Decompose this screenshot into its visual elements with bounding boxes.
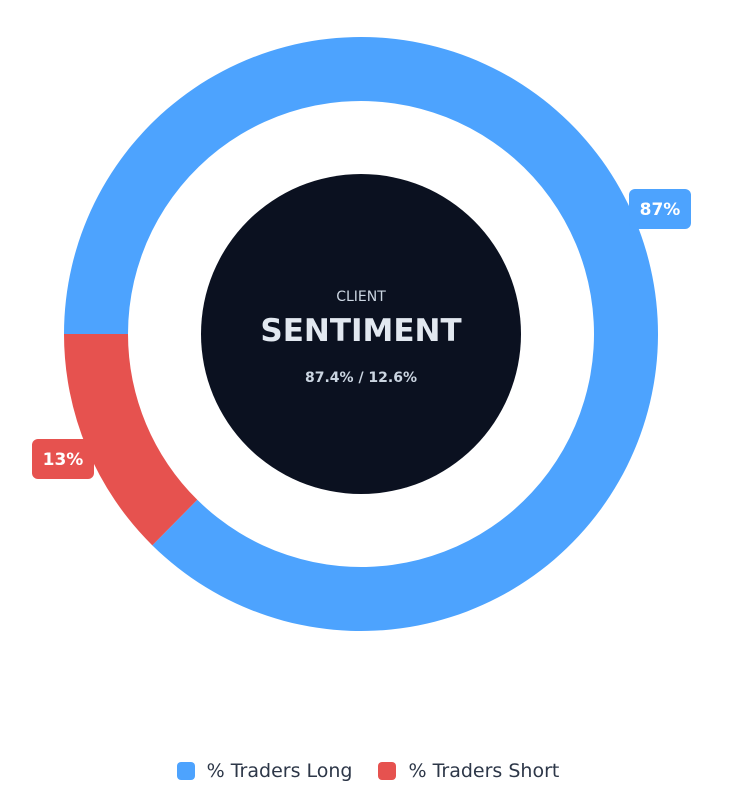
legend-item-long[interactable]: % Traders Long <box>176 760 353 782</box>
data-label-short: 13% <box>32 439 94 479</box>
data-label-text: 13% <box>43 450 84 470</box>
data-label-text: 87% <box>640 200 681 220</box>
legend-swatch-short <box>378 762 397 780</box>
legend-label-short: % Traders Short <box>408 760 560 782</box>
center-kicker: CLIENT <box>336 289 386 305</box>
slice-short[interactable] <box>63 334 198 546</box>
sentiment-donut-chart: CLIENT SENTIMENT 87.4% / 12.6% 87% 13% <box>32 36 691 631</box>
donut-slices <box>63 36 658 631</box>
center-title: SENTIMENT <box>260 313 461 349</box>
center-subtitle: 87.4% / 12.6% <box>305 370 417 386</box>
data-labels: 87% 13% <box>32 189 691 479</box>
data-label-long: 87% <box>629 189 691 229</box>
legend-item-short[interactable]: % Traders Short <box>378 760 559 782</box>
center-disc <box>201 174 521 494</box>
data-label-box <box>629 189 691 229</box>
legend-label-long: % Traders Long <box>206 760 353 782</box>
legend-swatch-long <box>176 762 195 780</box>
legend: % Traders Long % Traders Short <box>0 760 736 782</box>
data-label-box <box>32 439 94 479</box>
